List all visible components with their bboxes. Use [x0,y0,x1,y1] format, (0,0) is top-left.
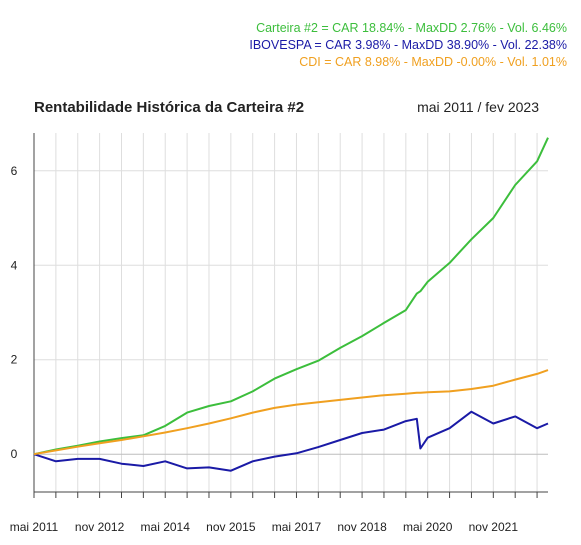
series-lines [33,137,549,472]
series-line-ibovespa [33,410,549,472]
series-line-cdi [33,369,549,456]
x-tick-label: nov 2012 [75,520,125,534]
legend-entry-carteira: Carteira #2 = CAR 18.84% - MaxDD 2.76% -… [256,21,567,35]
series-line-carteira-2 [33,137,549,456]
y-tick-label: 4 [11,258,18,272]
x-tick-label: mai 2020 [403,520,453,534]
legend-entry-ibovespa: IBOVESPA = CAR 3.98% - MaxDD 38.90% - Vo… [249,38,567,52]
x-tick-label: mai 2011 [10,520,59,534]
tick-labels: 0 2 4 6 mai 2011 nov 2012 mai 2014 nov 2015 mai … [10,164,519,534]
grid [33,133,548,492]
y-tick-label: 2 [11,353,18,367]
x-tick-label: mai 2017 [272,520,322,534]
x-tick-label: mai 2014 [141,520,191,534]
x-tick-label: nov 2018 [337,520,387,534]
y-tick-label: 6 [11,164,18,178]
x-tick-label: nov 2015 [206,520,256,534]
axes [33,133,548,498]
y-tick-label: 0 [11,447,18,461]
chart-title: Rentabilidade Histórica da Carteira #2 [34,99,305,116]
x-tick-label: nov 2021 [469,520,519,534]
legend-entry-cdi: CDI = CAR 8.98% - MaxDD -0.00% - Vol. 1.… [299,55,567,69]
period-label: mai 2011 / fev 2023 [417,99,539,115]
legend: Carteira #2 = CAR 18.84% - MaxDD 2.76% -… [249,20,567,71]
